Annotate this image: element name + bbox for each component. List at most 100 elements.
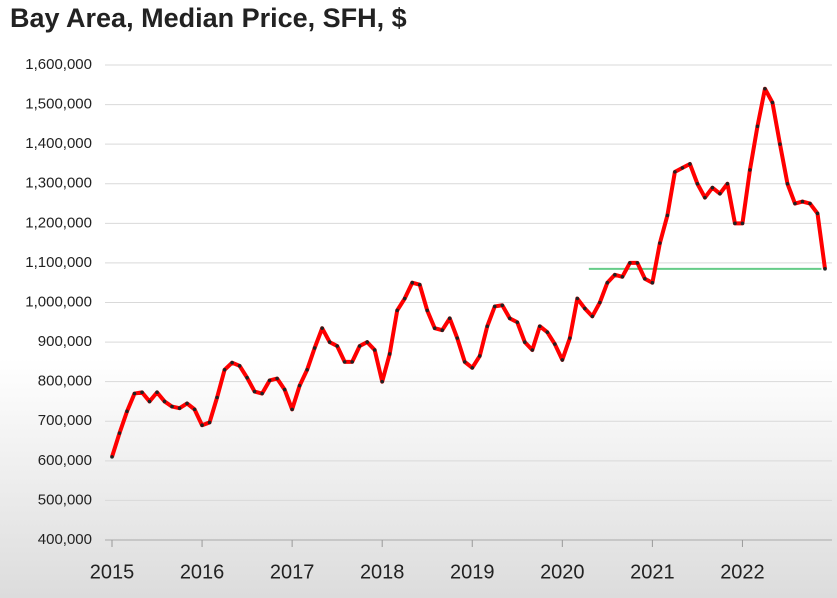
data-point (673, 170, 677, 174)
data-point (605, 280, 610, 285)
data-point (320, 326, 324, 331)
data-point (440, 328, 445, 333)
y-tick-label: 1,000,000 (25, 293, 92, 310)
data-point (500, 303, 505, 308)
data-point (598, 300, 602, 305)
data-point (335, 344, 339, 348)
data-point (568, 336, 572, 340)
data-point (665, 213, 670, 218)
data-point (793, 201, 797, 206)
data-point (733, 221, 737, 226)
data-point (725, 181, 730, 186)
data-point (477, 354, 482, 358)
data-point (785, 181, 790, 186)
data-point (755, 124, 760, 129)
data-point (140, 390, 144, 395)
data-point (252, 389, 257, 394)
y-tick-label: 1,400,000 (25, 135, 92, 152)
data-point (380, 379, 384, 384)
data-point (117, 431, 122, 435)
x-tick-label: 2020 (540, 561, 585, 583)
data-point (538, 324, 542, 329)
y-tick-label: 1,500,000 (25, 96, 92, 113)
data-point (470, 366, 475, 370)
y-tick-label: 1,300,000 (25, 175, 92, 192)
data-point (267, 378, 272, 383)
data-point (778, 142, 782, 146)
data-point (515, 320, 520, 325)
data-point (643, 276, 647, 281)
data-point (710, 185, 715, 190)
data-point (740, 221, 745, 226)
data-point (402, 296, 407, 301)
data-point (635, 261, 640, 265)
data-point (200, 423, 204, 428)
x-tick-label: 2018 (360, 561, 405, 583)
data-point (245, 375, 249, 380)
data-point (282, 387, 287, 392)
data-point (230, 360, 234, 365)
x-tick-label: 2019 (450, 561, 495, 583)
data-point (177, 406, 182, 410)
data-point (327, 340, 332, 344)
data-point (192, 407, 197, 412)
data-point (553, 342, 557, 346)
data-point (575, 296, 580, 301)
data-point (125, 409, 129, 414)
data-point (155, 390, 159, 395)
y-tick-label: 1,600,000 (25, 56, 92, 73)
data-point (432, 326, 437, 331)
data-point (658, 241, 662, 245)
y-tick-label: 700,000 (38, 412, 92, 429)
y-tick-label: 500,000 (38, 491, 92, 508)
data-point (628, 261, 632, 265)
data-point (290, 407, 294, 412)
data-point (215, 395, 219, 400)
data-point (650, 280, 655, 285)
data-point (800, 199, 805, 204)
y-tick-label: 1,200,000 (25, 214, 92, 231)
x-tick-label: 2015 (90, 561, 135, 583)
data-point (613, 272, 617, 277)
data-point (748, 168, 752, 172)
data-point (462, 360, 467, 364)
data-point (688, 162, 692, 166)
data-point (583, 306, 587, 311)
data-point (770, 100, 775, 105)
data-point (372, 348, 377, 352)
data-point (545, 330, 550, 334)
x-tick-label: 2022 (720, 561, 765, 583)
data-point (170, 404, 174, 409)
data-point (395, 308, 400, 313)
data-point (305, 367, 309, 372)
data-point (350, 360, 354, 364)
data-point (815, 211, 820, 216)
data-point (485, 324, 490, 329)
x-tick-label: 2021 (630, 561, 675, 583)
data-point (132, 391, 137, 396)
data-point (763, 86, 767, 91)
y-tick-label: 1,100,000 (25, 254, 92, 271)
data-point (110, 455, 114, 459)
data-point (447, 316, 452, 321)
data-point (823, 267, 827, 271)
data-point (620, 274, 625, 279)
data-point (147, 399, 152, 404)
data-point (703, 195, 707, 200)
x-tick-label: 2016 (180, 561, 225, 583)
data-point (492, 304, 497, 309)
data-point (530, 348, 535, 352)
data-point (275, 376, 279, 381)
data-point (410, 280, 415, 285)
data-point (425, 308, 430, 313)
data-point (680, 166, 685, 170)
y-tick-label: 800,000 (38, 373, 92, 390)
data-point (260, 391, 264, 396)
data-point (342, 360, 347, 364)
y-tick-label: 600,000 (38, 452, 92, 469)
x-tick-label: 2017 (270, 561, 315, 583)
data-point (357, 344, 362, 348)
data-point (417, 282, 422, 287)
